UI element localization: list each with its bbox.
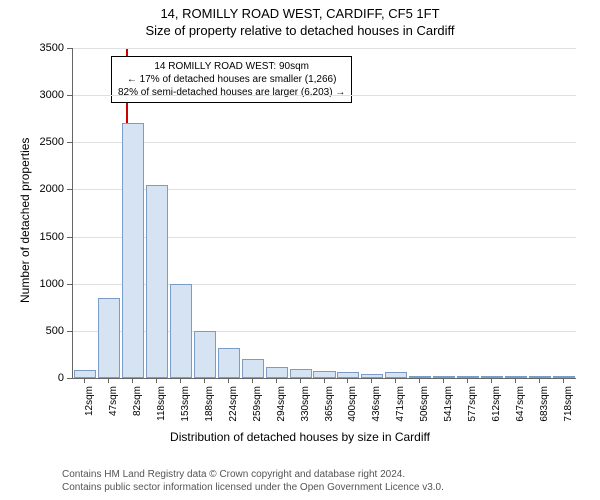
histogram-bar xyxy=(337,372,359,378)
ytick-mark xyxy=(67,189,72,190)
chart-title-line1: 14, ROMILLY ROAD WEST, CARDIFF, CF5 1FT xyxy=(0,0,600,21)
xtick-label: 47sqm xyxy=(108,386,119,426)
xtick-mark xyxy=(228,378,229,383)
ytick-label: 2000 xyxy=(24,183,64,195)
footer-text: Contains HM Land Registry data © Crown c… xyxy=(62,468,444,494)
xtick-label: 82sqm xyxy=(132,386,143,426)
xtick-mark xyxy=(515,378,516,383)
histogram-bar xyxy=(146,185,168,378)
xtick-mark xyxy=(204,378,205,383)
xtick-mark xyxy=(84,378,85,383)
xtick-mark xyxy=(156,378,157,383)
histogram-bar xyxy=(361,374,383,378)
gridline xyxy=(73,48,576,49)
xtick-label: 294sqm xyxy=(276,386,287,426)
ytick-label: 3000 xyxy=(24,89,64,101)
xtick-mark xyxy=(395,378,396,383)
ytick-label: 1000 xyxy=(24,278,64,290)
xtick-label: 577sqm xyxy=(467,386,478,426)
histogram-bar xyxy=(122,123,144,378)
xtick-mark xyxy=(371,378,372,383)
histogram-bar xyxy=(433,376,455,378)
xtick-mark xyxy=(563,378,564,383)
histogram-bar xyxy=(266,367,288,378)
histogram-bar xyxy=(98,298,120,378)
xtick-mark xyxy=(467,378,468,383)
chart-container: 14, ROMILLY ROAD WEST, CARDIFF, CF5 1FT … xyxy=(0,0,600,500)
histogram-bar xyxy=(74,370,96,378)
xtick-mark xyxy=(180,378,181,383)
ytick-label: 2500 xyxy=(24,136,64,148)
histogram-bar xyxy=(242,359,264,378)
xtick-mark xyxy=(443,378,444,383)
xtick-mark xyxy=(539,378,540,383)
xtick-mark xyxy=(324,378,325,383)
chart-title-line2: Size of property relative to detached ho… xyxy=(0,21,600,38)
xtick-label: 259sqm xyxy=(252,386,263,426)
xtick-label: 400sqm xyxy=(347,386,358,426)
xtick-mark xyxy=(347,378,348,383)
annotation-line: 82% of semi-detached houses are larger (… xyxy=(118,86,345,99)
xtick-mark xyxy=(300,378,301,383)
xtick-label: 541sqm xyxy=(443,386,454,426)
footer-line: Contains public sector information licen… xyxy=(62,481,444,494)
histogram-bar xyxy=(313,371,335,378)
annotation-line: ← 17% of detached houses are smaller (1,… xyxy=(118,73,345,86)
xtick-mark xyxy=(276,378,277,383)
xtick-label: 436sqm xyxy=(371,386,382,426)
xtick-label: 330sqm xyxy=(300,386,311,426)
xtick-label: 365sqm xyxy=(324,386,335,426)
histogram-bar xyxy=(385,372,407,378)
histogram-bar xyxy=(505,376,527,378)
ytick-mark xyxy=(67,237,72,238)
xtick-label: 12sqm xyxy=(84,386,95,426)
xtick-label: 683sqm xyxy=(539,386,550,426)
histogram-bar xyxy=(290,369,312,378)
gridline xyxy=(73,95,576,96)
ytick-label: 3500 xyxy=(24,42,64,54)
plot-area: 14 ROMILLY ROAD WEST: 90sqm ← 17% of det… xyxy=(72,48,576,379)
ytick-mark xyxy=(67,48,72,49)
gridline xyxy=(73,142,576,143)
ytick-label: 500 xyxy=(24,325,64,337)
xtick-label: 647sqm xyxy=(515,386,526,426)
xtick-label: 612sqm xyxy=(491,386,502,426)
xtick-label: 118sqm xyxy=(156,386,167,426)
histogram-bar xyxy=(481,376,503,378)
xtick-mark xyxy=(419,378,420,383)
xtick-label: 506sqm xyxy=(419,386,430,426)
histogram-bar xyxy=(218,348,240,378)
ytick-mark xyxy=(67,95,72,96)
ytick-mark xyxy=(67,378,72,379)
xtick-mark xyxy=(491,378,492,383)
histogram-bar xyxy=(529,376,551,378)
x-axis-label: Distribution of detached houses by size … xyxy=(0,430,600,444)
ytick-mark xyxy=(67,142,72,143)
xtick-label: 718sqm xyxy=(563,386,574,426)
xtick-label: 188sqm xyxy=(204,386,215,426)
annotation-line: 14 ROMILLY ROAD WEST: 90sqm xyxy=(118,60,345,73)
xtick-mark xyxy=(132,378,133,383)
ytick-mark xyxy=(67,331,72,332)
xtick-label: 224sqm xyxy=(228,386,239,426)
histogram-bar xyxy=(194,331,216,378)
xtick-mark xyxy=(108,378,109,383)
histogram-bar xyxy=(409,376,431,378)
histogram-bar xyxy=(457,376,479,378)
histogram-bar xyxy=(170,284,192,378)
footer-line: Contains HM Land Registry data © Crown c… xyxy=(62,468,444,481)
histogram-bar xyxy=(553,376,575,378)
xtick-label: 471sqm xyxy=(395,386,406,426)
ytick-label: 0 xyxy=(24,372,64,384)
xtick-mark xyxy=(252,378,253,383)
ytick-label: 1500 xyxy=(24,231,64,243)
ytick-mark xyxy=(67,284,72,285)
xtick-label: 153sqm xyxy=(180,386,191,426)
